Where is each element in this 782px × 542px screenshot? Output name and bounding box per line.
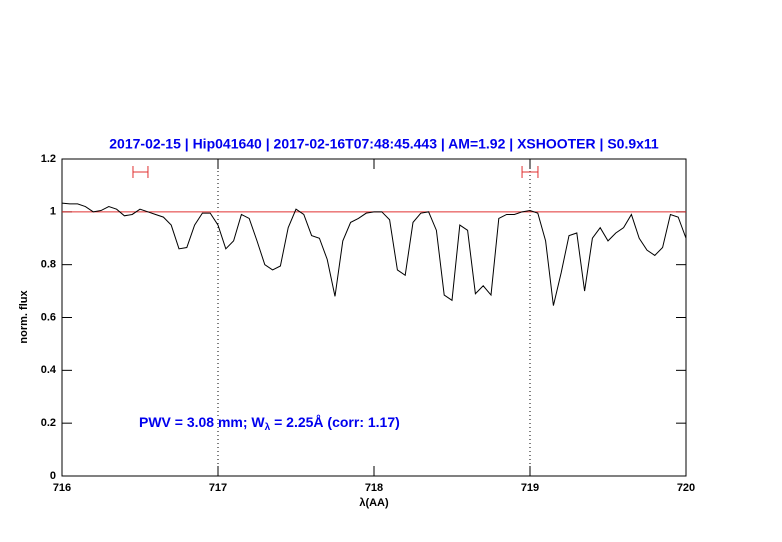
x-axis-label: λ(AA) [359, 497, 389, 509]
y-tick-label: 0.6 [41, 311, 56, 323]
y-tick-label: 0.4 [41, 364, 57, 376]
y-tick-label: 0.8 [41, 259, 56, 271]
x-tick-label: 718 [365, 482, 383, 494]
y-tick-label: 0.2 [41, 417, 56, 429]
x-tick-label: 719 [521, 482, 539, 494]
x-tick-label: 717 [209, 482, 227, 494]
annotation-text: PWV = 3.08 mm; W [139, 414, 265, 430]
chart-title: 2017-02-15 | Hip041640 | 2017-02-16T07:4… [109, 136, 659, 152]
y-tick-label: 1.2 [41, 153, 56, 165]
range-marker [521, 165, 539, 178]
range-marker [132, 165, 149, 178]
x-tick-label: 716 [53, 482, 71, 494]
y-axis-label: norm. flux [18, 290, 30, 344]
spectrum-line [61, 202, 687, 306]
y-tick-label: 0 [50, 470, 56, 482]
annotation: PWV = 3.08 mm; Wλ = 2.25Å (corr: 1.17) [139, 414, 400, 433]
x-tick-label: 720 [677, 482, 695, 494]
annotation-text: = 2.25Å (corr: 1.17) [270, 414, 400, 430]
y-tick-label: 1 [50, 206, 56, 218]
annotation-subscript: λ [265, 422, 271, 433]
